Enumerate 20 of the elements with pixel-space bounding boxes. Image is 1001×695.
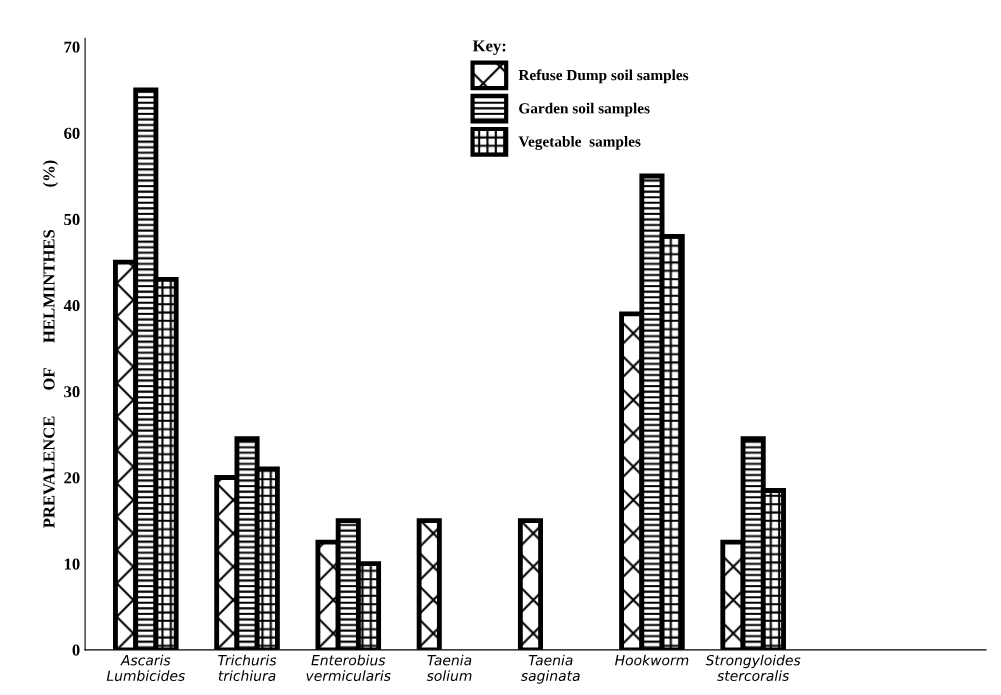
y-tick-label: 20 [64,472,80,484]
y-tick-label: 30 [64,386,80,398]
y-axis-title: PREVALENCE OF HELMINTHES (%) [42,160,58,529]
y-tick-label: 0 [72,644,80,656]
x-tick-label: Trichuris trichiura [218,654,277,681]
x-tick-label: Enterobius vermicularis [306,654,391,681]
x-tick-label: Strongyloides stercoralis [705,654,801,681]
x-tick-label: Hookworm [615,654,689,666]
y-tick-label: 60 [64,127,80,139]
y-tick-label: 10 [64,558,80,570]
y-tick-label: 70 [64,41,80,53]
legend-title: Key: [472,40,506,55]
legend-label: Vegetable samples [518,135,641,150]
x-tick-label: Taenia saginata [521,654,580,684]
legend-label: Garden soil samples [519,102,650,117]
x-tick-label: Taenia solium [426,654,472,681]
y-tick-label: 50 [64,213,80,226]
x-tick-label: Ascaris Lumbicides [106,654,185,681]
y-tick-label: 40 [63,299,80,312]
legend-label: Refuse Dump soil samples [518,69,689,84]
